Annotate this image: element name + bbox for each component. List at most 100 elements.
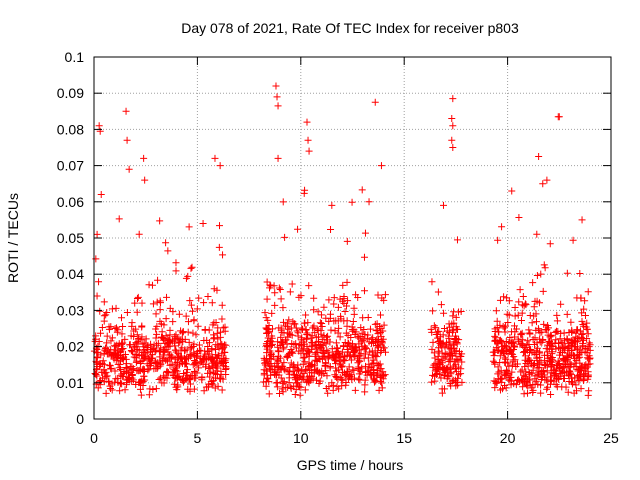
data-point bbox=[204, 354, 212, 362]
data-point bbox=[452, 313, 460, 321]
data-point bbox=[185, 223, 193, 231]
data-point bbox=[529, 336, 537, 344]
data-point bbox=[556, 351, 564, 359]
data-point bbox=[146, 362, 154, 370]
data-point bbox=[376, 322, 384, 330]
data-point bbox=[163, 367, 171, 375]
data-point bbox=[116, 387, 124, 395]
data-point bbox=[148, 281, 156, 289]
data-point bbox=[533, 272, 541, 280]
data-point bbox=[262, 382, 270, 390]
data-point bbox=[359, 314, 367, 322]
data-point bbox=[273, 359, 281, 367]
data-point bbox=[508, 340, 516, 348]
data-point bbox=[190, 385, 198, 393]
data-point bbox=[359, 337, 367, 345]
data-point bbox=[458, 358, 466, 366]
data-point bbox=[279, 198, 287, 206]
data-point bbox=[525, 368, 533, 376]
data-point bbox=[289, 362, 297, 370]
data-point bbox=[138, 377, 146, 385]
data-point bbox=[574, 365, 582, 373]
data-point bbox=[133, 331, 141, 339]
data-point bbox=[579, 375, 587, 383]
data-point bbox=[533, 297, 541, 305]
data-point bbox=[310, 306, 318, 314]
data-point bbox=[500, 342, 508, 350]
data-point bbox=[96, 307, 104, 315]
data-point bbox=[184, 318, 192, 326]
data-point bbox=[371, 98, 379, 106]
data-point bbox=[164, 357, 172, 365]
data-point bbox=[189, 342, 197, 350]
data-point bbox=[304, 319, 312, 327]
data-point bbox=[352, 328, 360, 336]
data-point bbox=[501, 354, 509, 362]
x-tick-label: 0 bbox=[90, 430, 98, 446]
data-point bbox=[108, 305, 116, 313]
data-point bbox=[576, 269, 584, 277]
data-point bbox=[357, 324, 365, 332]
data-point bbox=[135, 335, 143, 343]
data-point bbox=[217, 374, 225, 382]
data-point bbox=[195, 294, 203, 302]
data-point bbox=[431, 354, 439, 362]
data-point bbox=[169, 318, 177, 326]
data-point bbox=[537, 270, 545, 278]
data-point bbox=[327, 226, 335, 234]
data-point bbox=[428, 278, 436, 286]
data-point bbox=[303, 378, 311, 386]
data-point bbox=[204, 347, 212, 355]
data-point bbox=[172, 348, 180, 356]
data-point bbox=[319, 341, 327, 349]
data-point bbox=[272, 82, 280, 90]
data-point bbox=[166, 331, 174, 339]
data-point bbox=[298, 342, 306, 350]
data-point bbox=[585, 387, 593, 395]
data-point bbox=[555, 375, 563, 383]
data-point bbox=[522, 379, 530, 387]
data-point bbox=[221, 348, 229, 356]
data-point bbox=[202, 360, 210, 368]
data-point bbox=[357, 338, 365, 346]
data-point bbox=[261, 359, 269, 367]
data-point bbox=[175, 310, 183, 318]
data-point bbox=[537, 389, 545, 397]
data-point bbox=[570, 389, 578, 397]
data-point bbox=[111, 346, 119, 354]
data-point bbox=[119, 339, 127, 347]
data-point bbox=[206, 373, 214, 381]
data-point bbox=[178, 336, 186, 344]
data-point bbox=[543, 385, 551, 393]
data-point bbox=[201, 326, 209, 334]
data-point bbox=[334, 347, 342, 355]
data-point bbox=[208, 380, 216, 388]
data-point bbox=[326, 310, 334, 318]
data-point bbox=[537, 381, 545, 389]
data-point bbox=[564, 353, 572, 361]
data-point bbox=[187, 264, 195, 272]
data-point bbox=[511, 312, 519, 320]
data-point bbox=[378, 384, 386, 392]
data-point bbox=[324, 389, 332, 397]
y-tick-label: 0.01 bbox=[57, 375, 84, 391]
data-point bbox=[564, 388, 572, 396]
data-point bbox=[547, 376, 555, 384]
data-point bbox=[441, 343, 449, 351]
data-point bbox=[544, 331, 552, 339]
data-point bbox=[343, 322, 351, 330]
data-point bbox=[212, 318, 220, 326]
data-point bbox=[358, 329, 366, 337]
data-point bbox=[377, 162, 385, 170]
data-point bbox=[127, 347, 135, 355]
data-point bbox=[573, 351, 581, 359]
data-point bbox=[188, 307, 196, 315]
data-point bbox=[533, 354, 541, 362]
data-point bbox=[273, 93, 281, 101]
data-point bbox=[271, 301, 279, 309]
data-point bbox=[536, 329, 544, 337]
data-point bbox=[93, 230, 101, 238]
data-point bbox=[97, 191, 105, 199]
data-point bbox=[149, 300, 157, 308]
data-point bbox=[358, 186, 366, 194]
